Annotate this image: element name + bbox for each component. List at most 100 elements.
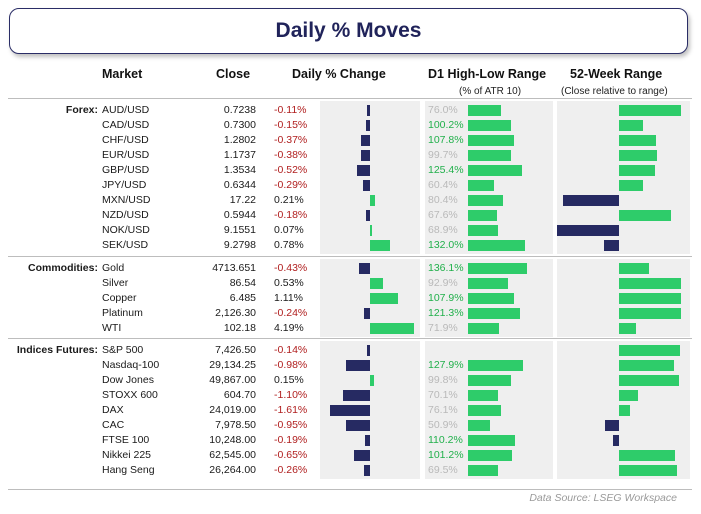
change-value: -0.52% (274, 164, 308, 176)
change-bar (370, 293, 398, 304)
change-bar (362, 180, 370, 191)
market-name: FTSE 100 (102, 434, 150, 446)
close-value: 17.22 (229, 194, 256, 206)
change-value: -0.11% (274, 104, 307, 116)
atr-value: 107.8% (428, 134, 464, 146)
close-value: 7,426.50 (215, 344, 256, 356)
close-value: 0.7238 (223, 104, 256, 116)
market-name: AUD/USD (102, 104, 150, 116)
change-value: -0.14% (274, 344, 308, 356)
atr-value: 100.2% (428, 119, 464, 131)
market-name: MXN/USD (102, 194, 151, 206)
change-bar (370, 225, 372, 236)
change-bar (370, 195, 376, 206)
atr-bar (468, 420, 490, 431)
market-name: S&P 500 (102, 344, 144, 356)
range-bar (619, 150, 658, 161)
market-name: NZD/USD (102, 209, 149, 221)
atr-value: 70.1% (428, 389, 458, 401)
market-name: CHF/USD (102, 134, 149, 146)
atr-value: 132.0% (428, 239, 464, 251)
range-bar (619, 465, 678, 476)
change-bar (359, 263, 370, 274)
atr-bar (468, 105, 501, 116)
range-bar (619, 375, 679, 386)
change-bar (360, 150, 370, 161)
close-value: 10,248.00 (209, 434, 256, 446)
range-bar (619, 180, 643, 191)
atr-value: 50.9% (428, 419, 458, 431)
close-value: 24,019.00 (209, 404, 256, 416)
atr-bar (468, 308, 521, 319)
close-value: 1.1737 (223, 149, 256, 161)
close-value: 29,134.25 (209, 359, 256, 371)
atr-bar (468, 360, 523, 371)
market-name: Gold (102, 262, 125, 274)
change-bar (346, 420, 370, 431)
change-value: 0.21% (274, 194, 304, 206)
change-value: 0.78% (274, 239, 304, 251)
change-value: 0.07% (274, 224, 304, 236)
close-value: 86.54 (229, 277, 256, 289)
change-bar (329, 405, 370, 416)
change-bar (364, 308, 370, 319)
change-bar (370, 375, 374, 386)
atr-value: 71.9% (428, 322, 458, 334)
change-value: -0.38% (274, 149, 308, 161)
market-name: Copper (102, 292, 137, 304)
range-bar (619, 360, 674, 371)
atr-value: 92.9% (428, 277, 458, 289)
close-value: 604.70 (223, 389, 256, 401)
section-divider (8, 98, 692, 99)
atr-value: 80.4% (428, 194, 458, 206)
range-bar (604, 240, 619, 251)
close-value: 9.2798 (223, 239, 256, 251)
atr-value: 99.7% (428, 149, 458, 161)
change-bar (367, 105, 370, 116)
atr-bar (468, 375, 511, 386)
atr-bar (468, 195, 503, 206)
change-bar (342, 390, 370, 401)
change-value: -0.43% (274, 262, 308, 274)
range-bar (557, 225, 619, 236)
header-close: Close (216, 67, 251, 81)
header-daily-change: Daily % Change (292, 67, 386, 81)
close-value: 26,264.00 (209, 464, 256, 476)
change-value: -0.98% (274, 359, 308, 371)
atr-bar (468, 323, 499, 334)
market-name: STOXX 600 (102, 389, 158, 401)
section-divider (8, 256, 692, 257)
market-name: JPY/USD (102, 179, 147, 191)
atr-value: 101.2% (428, 449, 464, 461)
section-label: Indices Futures: (16, 344, 98, 356)
close-value: 1.2802 (223, 134, 256, 146)
close-value: 6.485 (229, 292, 256, 304)
atr-bar (468, 465, 498, 476)
change-bar (360, 135, 370, 146)
change-value: -0.26% (274, 464, 308, 476)
range-bar (619, 345, 680, 356)
change-bar (366, 345, 370, 356)
header-52w-range: 52-Week Range (570, 67, 663, 81)
atr-bar (468, 120, 512, 131)
range-bar (605, 420, 619, 431)
atr-value: 107.9% (428, 292, 464, 304)
market-name: Silver (102, 277, 129, 289)
change-value: 4.19% (274, 322, 304, 334)
atr-value: 76.0% (428, 104, 458, 116)
atr-value: 136.1% (428, 262, 464, 274)
atr-bar (468, 390, 499, 401)
range-bar (619, 293, 681, 304)
market-name: CAC (102, 419, 125, 431)
range-bar (619, 165, 655, 176)
close-value: 0.6344 (223, 179, 256, 191)
range-bar (619, 210, 672, 221)
close-value: 62,545.00 (209, 449, 256, 461)
market-name: GBP/USD (102, 164, 150, 176)
change-value: -0.15% (274, 119, 308, 131)
range-bar (619, 135, 657, 146)
atr-value: 67.6% (428, 209, 458, 221)
header-atr-sub: (% of ATR 10) (459, 86, 522, 97)
atr-value: 127.9% (428, 359, 464, 371)
change-bar (357, 165, 370, 176)
